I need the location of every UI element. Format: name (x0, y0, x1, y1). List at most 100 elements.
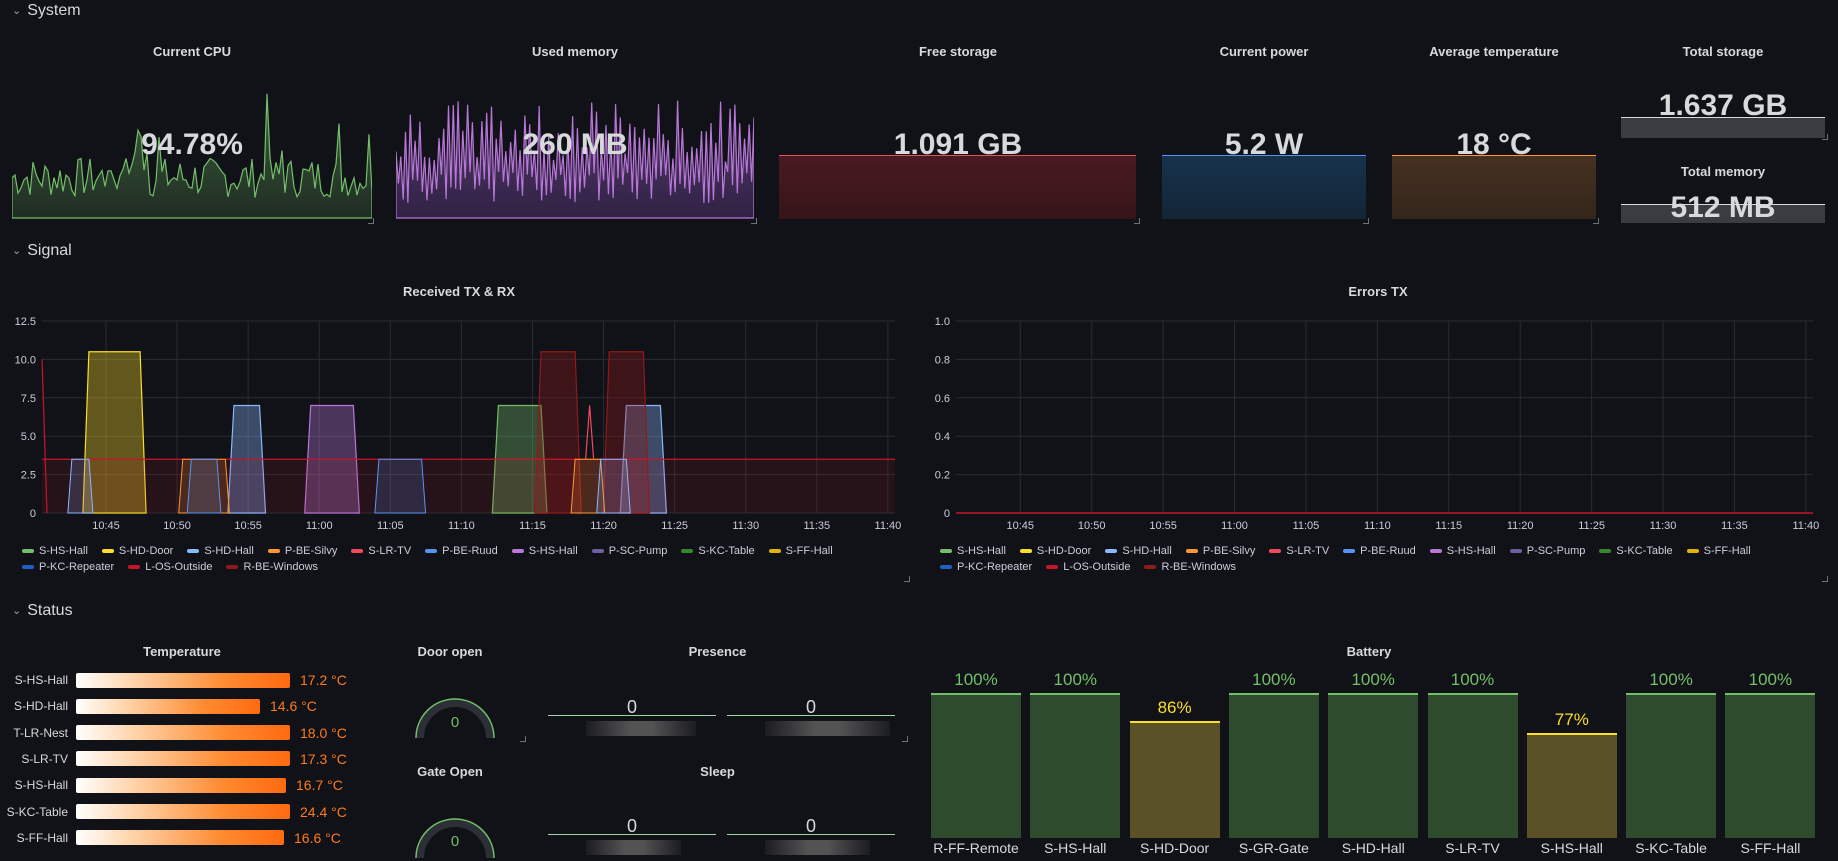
total-storage-area (1621, 117, 1825, 138)
temperature-value: 14.6 °C (270, 698, 317, 715)
legend-item[interactable]: S-FF-Hall (1686, 545, 1751, 557)
legend-item[interactable]: P-BE-Silvy (267, 545, 338, 557)
x-tick-label: 11:30 (1650, 520, 1677, 532)
battery-percent: 100% (1053, 670, 1098, 689)
gate-open-panel-title: Gate Open (417, 764, 483, 779)
legend-label: P-BE-Silvy (1202, 545, 1256, 557)
temperature-row: S-HS-Hall 17.2 °C (4, 672, 347, 688)
avg-temp-value: 18 °C (1456, 128, 1532, 161)
presence-stat-2: 0 (727, 694, 895, 742)
temperature-row: S-FF-Hall 16.6 °C (4, 830, 341, 846)
legend-item[interactable]: S-HS-Hall (1429, 545, 1496, 557)
x-tick-label: 11:35 (803, 520, 830, 532)
resize-handle[interactable] (368, 218, 374, 224)
legend-item[interactable]: R-BE-Windows (226, 561, 318, 573)
legend-item[interactable]: P-BE-Silvy (1185, 545, 1256, 557)
legend-item[interactable]: S-HS-Hall (22, 545, 88, 557)
x-tick-label: 10:55 (1149, 520, 1177, 532)
legend-swatch (1185, 549, 1198, 553)
x-tick-label: 11:00 (306, 520, 333, 532)
battery-item: 100% S-FF-Hall (1725, 0, 1816, 861)
total-memory-value: 512 MB (1670, 191, 1776, 224)
chevron-down-icon: ⌄ (12, 244, 22, 257)
chevron-down-icon: ⌄ (12, 4, 22, 17)
x-tick-label: 11:20 (1507, 520, 1534, 532)
resize-handle[interactable] (902, 736, 908, 742)
memory-sparkline (396, 100, 754, 219)
row-system[interactable]: ⌄ System (12, 2, 81, 20)
memory-panel-title: Used memory (532, 44, 618, 59)
legend-label: S-FF-Hall (785, 545, 833, 557)
y-tick-label: 0.6 (935, 393, 950, 405)
legend-item[interactable]: P-KC-Repeater (22, 561, 114, 573)
battery-bar (1725, 693, 1816, 838)
legend-item[interactable]: S-KC-Table (1599, 545, 1673, 557)
temperature-bar (76, 751, 290, 767)
battery-percent: 100% (954, 670, 998, 689)
legend-item[interactable]: S-HS-Hall (511, 545, 578, 557)
y-tick-label: 12.5 (15, 316, 36, 328)
legend-item[interactable]: P-SC-Pump (1509, 545, 1585, 557)
presence-value-2: 0 (805, 697, 816, 717)
legend-item[interactable]: R-BE-Windows (1144, 561, 1236, 573)
legend-item[interactable]: S-LR-TV (1269, 545, 1329, 557)
legend-item[interactable]: P-BE-Ruud (1343, 545, 1416, 557)
legend-item[interactable]: S-HD-Door (1019, 545, 1091, 557)
battery-bar (1526, 733, 1617, 838)
legend-label: P-BE-Silvy (284, 545, 338, 557)
errors-chart[interactable]: 0 0.2 0.4 0.6 0.8 1.0 10:45 10:50 10:55 11:00 11:0… (918, 305, 1836, 545)
battery-bar (1030, 693, 1121, 838)
resize-handle[interactable] (751, 218, 757, 224)
legend-item[interactable]: S-HD-Hall (187, 545, 254, 557)
temperature-bar (76, 672, 290, 688)
legend-item[interactable]: L-OS-Outside (1046, 561, 1130, 573)
legend-swatch (187, 549, 200, 553)
battery-panel-title: Battery (1346, 644, 1392, 659)
battery-device-name: S-LR-TV (1445, 840, 1500, 856)
y-tick-label: 0.8 (935, 354, 950, 366)
legend-item[interactable]: S-HS-Hall (940, 545, 1006, 557)
battery-item: 77% S-HS-Hall (1526, 0, 1617, 861)
battery-percent: 100% (1649, 670, 1693, 689)
resize-handle[interactable] (1822, 134, 1828, 140)
row-signal[interactable]: ⌄ Signal (12, 242, 72, 260)
legend-item[interactable]: P-SC-Pump (591, 545, 667, 557)
battery-device-name: S-HS-Hall (1044, 840, 1107, 856)
legend-label: R-BE-Windows (243, 561, 319, 573)
legend-item[interactable]: P-KC-Repeater (940, 561, 1032, 573)
legend-item[interactable]: L-OS-Outside (128, 561, 212, 573)
resize-handle[interactable] (1593, 218, 1599, 224)
sleep-stat-1: 0 (548, 813, 716, 861)
legend-swatch (1429, 549, 1442, 553)
received-chart[interactable]: 0 2.5 5.0 7.5 10.0 12.5 10:45 10:50 10:55 11:00 11… (0, 305, 918, 545)
total-memory-panel-title: Total memory (1680, 164, 1766, 179)
row-status[interactable]: ⌄ Status (12, 602, 73, 620)
temperature-row: T-LR-Nest 18.0 °C (4, 725, 347, 741)
legend-label: S-HD-Hall (204, 545, 254, 557)
legend-item[interactable]: S-KC-Table (681, 545, 755, 557)
legend-item[interactable]: S-HD-Hall (1105, 545, 1172, 557)
battery-device-name: S-KC-Table (1635, 840, 1707, 856)
battery-bar (1626, 693, 1717, 838)
series-area (602, 351, 650, 514)
legend-label: S-FF-Hall (1703, 545, 1751, 557)
power-panel-title: Current power (1219, 44, 1309, 59)
resize-handle[interactable] (1363, 218, 1369, 224)
resize-handle[interactable] (1134, 218, 1140, 224)
legend-label: L-OS-Outside (145, 561, 213, 573)
resize-handle[interactable] (904, 576, 910, 582)
legend-item[interactable]: S-FF-Hall (768, 545, 833, 557)
legend-item[interactable]: S-HD-Door (101, 545, 173, 557)
total-storage-value: 1.637 GB (1658, 89, 1788, 122)
legend-swatch (768, 549, 781, 553)
resize-handle[interactable] (520, 736, 526, 742)
legend-swatch (1599, 549, 1612, 553)
x-tick-label: 11:10 (1364, 520, 1391, 532)
resize-handle[interactable] (1822, 576, 1828, 582)
legend-item[interactable]: S-LR-TV (351, 545, 411, 557)
legend-item[interactable]: P-BE-Ruud (425, 545, 498, 557)
y-tick-label: 5.0 (21, 431, 36, 443)
temperature-value: 24.4 °C (300, 803, 347, 820)
legend-label: L-OS-Outside (1063, 561, 1131, 573)
x-tick-label: 11:05 (377, 520, 404, 532)
